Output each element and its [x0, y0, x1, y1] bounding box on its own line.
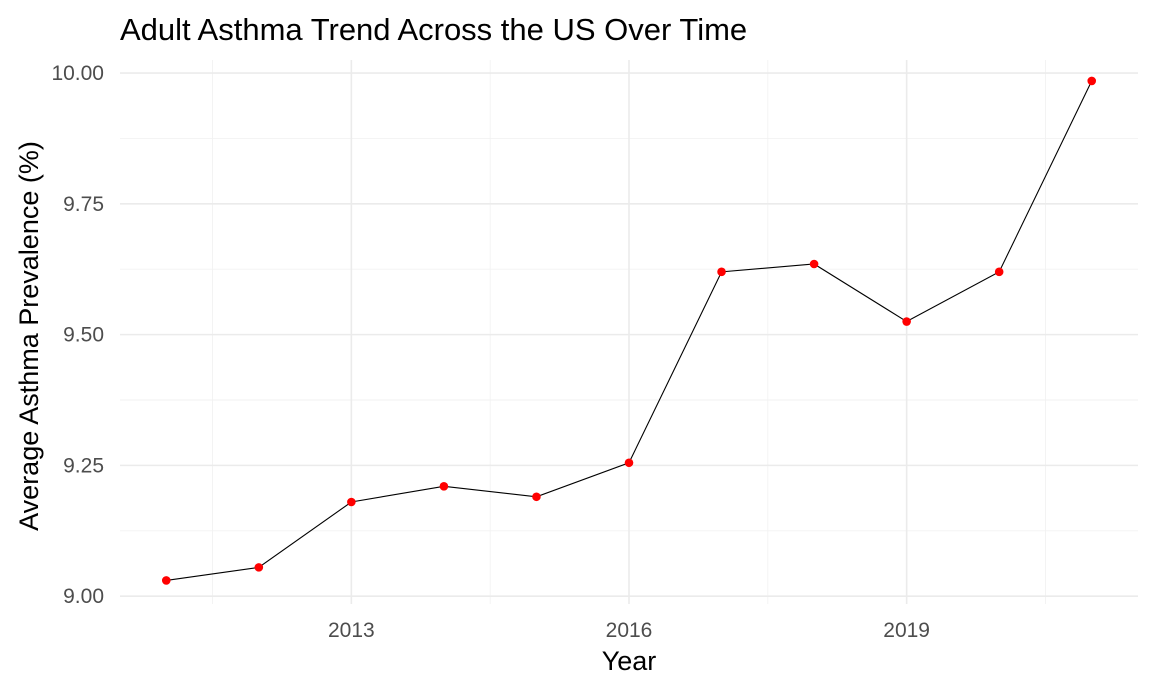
data-point [717, 267, 726, 277]
points [161, 76, 1097, 585]
data-point [161, 576, 171, 585]
chart-title: Adult Asthma Trend Across the US Over Ti… [120, 12, 747, 47]
x-tick-label: 2016 [606, 619, 653, 642]
data-point [624, 458, 634, 468]
data-point [994, 267, 1004, 277]
tick-labels: 9.00 9.25 9.50 9.75 10.00 2013 2016 2019 [51, 62, 930, 642]
y-tick-label: 10.00 [51, 62, 104, 85]
x-tick-label: 2019 [883, 619, 930, 642]
data-point [532, 492, 541, 502]
y-tick-label: 9.25 [63, 454, 104, 477]
x-tick-label: 2013 [328, 619, 375, 642]
data-point [439, 482, 449, 491]
data-point [809, 259, 819, 269]
y-tick-label: 9.50 [63, 324, 104, 347]
data-point [902, 317, 911, 326]
y-tick-label: 9.00 [63, 585, 104, 608]
y-axis-title: Average Asthma Prevalence (%) [14, 141, 44, 531]
grid [120, 60, 1138, 604]
data-point [1087, 76, 1097, 86]
data-point [347, 497, 356, 507]
y-tick-label: 9.75 [63, 193, 104, 216]
x-axis-title: Year [602, 646, 657, 676]
data-point [254, 563, 264, 572]
